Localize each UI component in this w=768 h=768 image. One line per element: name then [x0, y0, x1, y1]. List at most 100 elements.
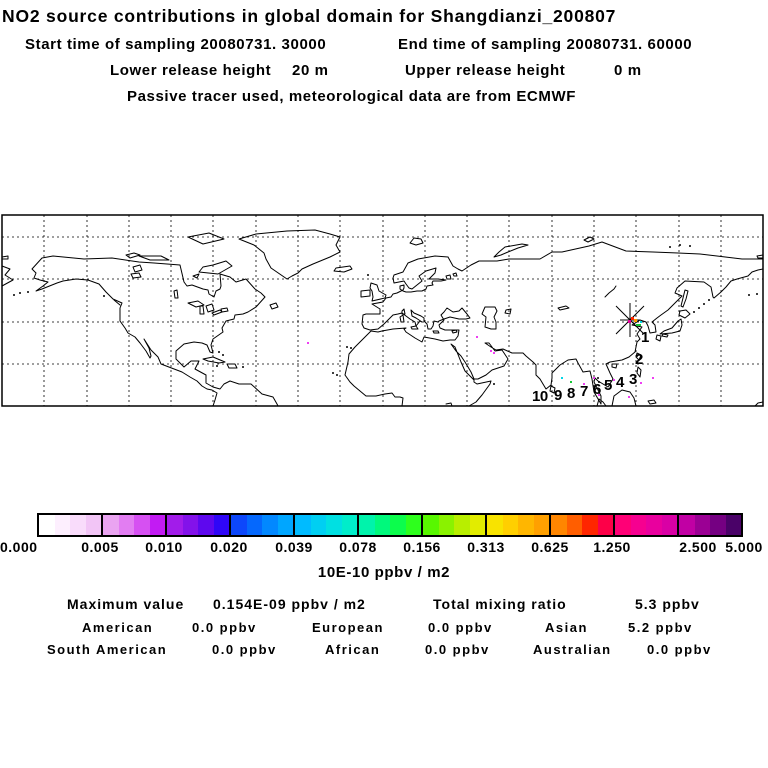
colorbar-cell [213, 515, 229, 535]
colorbar-tick: 0.313 [467, 539, 505, 555]
colorbar-cell [277, 515, 293, 535]
colorbar-tick: 5.000 [725, 539, 763, 555]
colorbar-cell [710, 515, 726, 535]
lower-release-label: Lower release height [110, 62, 272, 79]
colorbar-cell [182, 515, 198, 535]
trajectory-day-label: 9 [554, 387, 562, 404]
colorbar-cell [533, 515, 549, 535]
region-label: South American [47, 642, 168, 657]
colorbar-cell [70, 515, 86, 535]
colorbar-cell [85, 515, 101, 535]
colorbar-segment [679, 515, 741, 535]
total-ratio-value: 5.3 ppbv [635, 596, 700, 612]
colorbar-segment [551, 515, 615, 535]
trajectory-day-label: 5 [604, 377, 612, 394]
colorbar-cell [679, 515, 695, 535]
colorbar-segment [359, 515, 423, 535]
colorbar-cell [502, 515, 518, 535]
colorbar-cell [134, 515, 150, 535]
colorbar-cell [374, 515, 390, 535]
trajectory-day-label: 3 [629, 371, 637, 388]
tracer-note: Passive tracer used, meteorological data… [127, 88, 576, 105]
colorbar-cell [39, 515, 55, 535]
graticule [2, 215, 763, 406]
colorbar-cell [469, 515, 485, 535]
colorbar-cell [694, 515, 710, 535]
colorbar-cell [54, 515, 70, 535]
region-value: 0.0 ppbv [212, 642, 277, 657]
colorbar-cell [615, 515, 631, 535]
colorbar-tick: 0.010 [145, 539, 183, 555]
upper-release-value: 0 m [614, 62, 642, 79]
start-time-text: Start time of sampling 20080731. 30000 [25, 36, 327, 53]
colorbar-cell [149, 515, 165, 535]
colorbar-cell [118, 515, 134, 535]
colorbar-cell [390, 515, 406, 535]
colorbar-cell [103, 515, 119, 535]
colorbar-cell [725, 515, 741, 535]
region-label: European [312, 620, 384, 635]
colorbar-tick: 0.156 [403, 539, 441, 555]
total-ratio-label: Total mixing ratio [433, 596, 567, 612]
colorbar-cell [341, 515, 357, 535]
region-label: Australian [533, 642, 612, 657]
colorbar-cell [661, 515, 677, 535]
colorbar-cell [646, 515, 662, 535]
lower-release-value: 20 m [292, 62, 329, 79]
colorbar-cell [423, 515, 439, 535]
region-value: 0.0 ppbv [428, 620, 493, 635]
colorbar-cell [597, 515, 613, 535]
colorbar-cell [518, 515, 534, 535]
map-border [1, 214, 764, 407]
colorbar-segment [231, 515, 295, 535]
colorbar-cell [326, 515, 342, 535]
colorbar-cell [262, 515, 278, 535]
colorbar-tick: 1.250 [593, 539, 631, 555]
source-contribution-pixels [307, 336, 654, 398]
trajectory-day-label: 4 [616, 374, 624, 391]
trajectory-day-label: 7 [580, 383, 588, 400]
region-label: African [325, 642, 381, 657]
trajectory-day-label: 10 [532, 388, 548, 405]
max-value: 0.154E-09 ppbv / m2 [213, 596, 366, 612]
colorbar-cell [566, 515, 582, 535]
colorbar-cell [198, 515, 214, 535]
colorbar-cell [295, 515, 311, 535]
trajectory-day-label: 8 [567, 385, 575, 402]
colorbar-tick: 0.000 [0, 539, 38, 555]
region-value: 5.2 ppbv [628, 620, 693, 635]
colorbar-tick: 0.078 [339, 539, 377, 555]
coastlines [1, 229, 764, 407]
region-value: 0.0 ppbv [192, 620, 257, 635]
colorbar-cell [405, 515, 421, 535]
colorbar-cell [454, 515, 470, 535]
colorbar-segment [39, 515, 103, 535]
region-value: 0.0 ppbv [425, 642, 490, 657]
colorbar-tick: 0.005 [81, 539, 119, 555]
colorbar-cell [310, 515, 326, 535]
colorbar-cell [231, 515, 247, 535]
region-value: 0.0 ppbv [647, 642, 712, 657]
colorbar [37, 513, 743, 537]
colorbar-segment [103, 515, 167, 535]
colorbar-segment [295, 515, 359, 535]
colorbar-cell [487, 515, 503, 535]
colorbar-cell [359, 515, 375, 535]
colorbar-cell [551, 515, 567, 535]
end-time-text: End time of sampling 20080731. 60000 [398, 36, 693, 53]
region-label: Asian [545, 620, 588, 635]
trajectory-day-label: 6 [593, 381, 601, 398]
colorbar-cell [582, 515, 598, 535]
trajectory-day-label: 1 [641, 329, 649, 346]
colorbar-cell [630, 515, 646, 535]
colorbar-cell [246, 515, 262, 535]
colorbar-cell [438, 515, 454, 535]
colorbar-tick: 0.039 [275, 539, 313, 555]
colorbar-cell [167, 515, 183, 535]
max-value-label: Maximum value [67, 596, 185, 612]
colorbar-segment [423, 515, 487, 535]
colorbar-tick: 2.500 [679, 539, 717, 555]
receptor-marker [615, 303, 645, 337]
